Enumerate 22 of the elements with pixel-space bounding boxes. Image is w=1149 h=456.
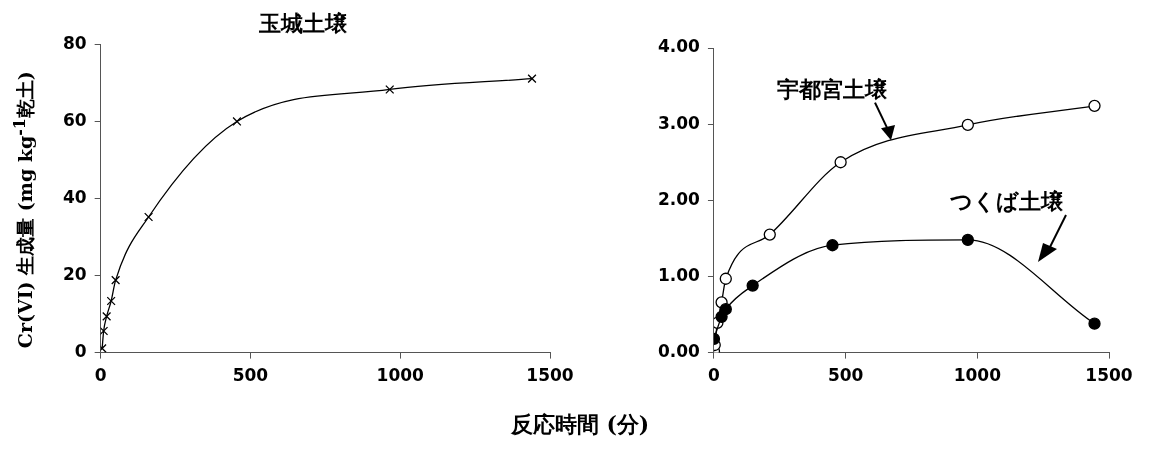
- x-tick-label: 1000: [953, 365, 1002, 386]
- y-tick-label: 40: [62, 186, 87, 207]
- series-label: つくば土壌: [949, 189, 1064, 215]
- x-axis-title: 反応時間 (分): [509, 410, 651, 439]
- y-tick-label: 80: [62, 32, 87, 53]
- y-tick-label: 0.00: [657, 341, 701, 362]
- series-label: 宇都宮土壌: [777, 76, 889, 102]
- chart-title: 玉城土壌: [257, 10, 348, 36]
- y-tick-label: 3.00: [657, 112, 701, 133]
- x-tick-label: 0: [94, 365, 107, 386]
- x-tick-label: 500: [232, 365, 269, 386]
- y-tick-label: 20: [62, 263, 87, 284]
- x-tick-label: 1500: [526, 365, 574, 386]
- y-tick-label: 4.00: [657, 36, 701, 57]
- y-tick-label: 60: [62, 109, 87, 130]
- x-tick-label: 1500: [1085, 365, 1133, 386]
- x-tick-label: 0: [708, 365, 721, 386]
- y-tick-label: 1.00: [657, 264, 701, 285]
- y-tick-label: 0: [74, 341, 87, 362]
- y-tick-label: 2.00: [657, 188, 701, 209]
- x-tick-label: 1000: [376, 365, 425, 386]
- x-tick-label: 500: [827, 365, 864, 386]
